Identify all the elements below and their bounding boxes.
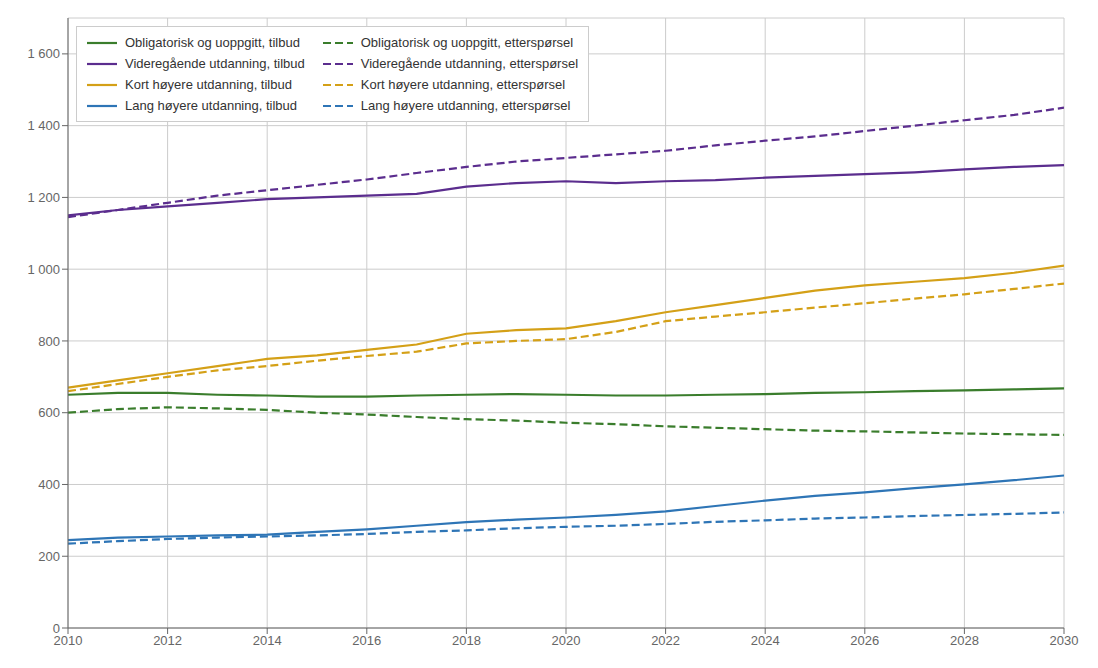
- svg-text:2030: 2030: [1050, 633, 1079, 648]
- svg-text:2020: 2020: [552, 633, 581, 648]
- svg-text:800: 800: [38, 334, 60, 349]
- svg-text:0: 0: [53, 621, 60, 636]
- svg-text:1 600: 1 600: [27, 46, 60, 61]
- svg-text:400: 400: [38, 477, 60, 492]
- svg-text:2022: 2022: [651, 633, 680, 648]
- svg-text:1 200: 1 200: [27, 190, 60, 205]
- html-text:Obligatorisk og uoppgitt, ette: Obligatorisk og uoppgitt, etterspørsel: [360, 35, 574, 50]
- svg-text:2012: 2012: [153, 633, 182, 648]
- html-text:Lang høyere utdanning, tilbud: Lang høyere utdanning, tilbud: [125, 98, 297, 113]
- svg-text:2024: 2024: [751, 633, 780, 648]
- svg-text:2016: 2016: [352, 633, 381, 648]
- svg-text:1 400: 1 400: [27, 118, 60, 133]
- html-text:Obligatorisk og uoppgitt, tilb: Obligatorisk og uoppgitt, tilbud: [125, 35, 300, 50]
- svg-text:200: 200: [38, 549, 60, 564]
- html-text:Kort høyere utdanning, ettersp: Kort høyere utdanning, etterspørsel: [360, 77, 566, 92]
- svg-text:2028: 2028: [950, 633, 979, 648]
- html-text:Videregående utdanning, tilbud: Videregående utdanning, tilbud: [125, 56, 305, 71]
- svg-text:600: 600: [38, 405, 60, 420]
- svg-text:2010: 2010: [53, 633, 83, 649]
- svg-text:2014: 2014: [253, 633, 282, 648]
- svg-text:2026: 2026: [850, 633, 879, 648]
- html-text:Kort høyere utdanning, tilbud: Kort høyere utdanning, tilbud: [125, 77, 292, 92]
- svg-text:2018: 2018: [452, 633, 481, 648]
- html-text:Lang høyere utdanning, ettersp: Lang høyere utdanning, etterspørsel: [360, 98, 571, 113]
- html-text:Videregående utdanning, etters: Videregående utdanning, etterspørsel: [360, 56, 579, 71]
- svg-text:1 000: 1 000: [27, 262, 60, 277]
